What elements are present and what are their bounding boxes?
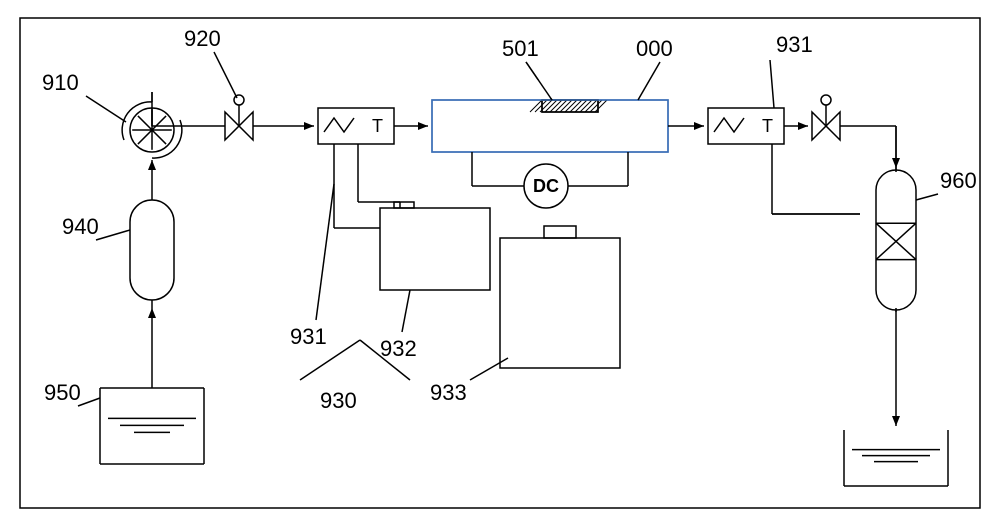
label-931-left: 931 bbox=[290, 324, 327, 349]
label-931-right: 931 bbox=[776, 32, 813, 57]
dc-label: DC bbox=[533, 176, 559, 196]
sensor-T: T bbox=[372, 116, 383, 136]
label-932: 932 bbox=[380, 336, 417, 361]
label-960: 960 bbox=[940, 168, 977, 193]
label-501: 501 bbox=[502, 36, 539, 61]
label-940: 940 bbox=[62, 214, 99, 239]
label-950: 950 bbox=[44, 380, 81, 405]
label-930: 930 bbox=[320, 388, 357, 413]
sensor-T: T bbox=[762, 116, 773, 136]
label-000: 000 bbox=[636, 36, 673, 61]
label-933: 933 bbox=[430, 380, 467, 405]
label-920: 920 bbox=[184, 26, 221, 51]
label-910: 910 bbox=[42, 70, 79, 95]
